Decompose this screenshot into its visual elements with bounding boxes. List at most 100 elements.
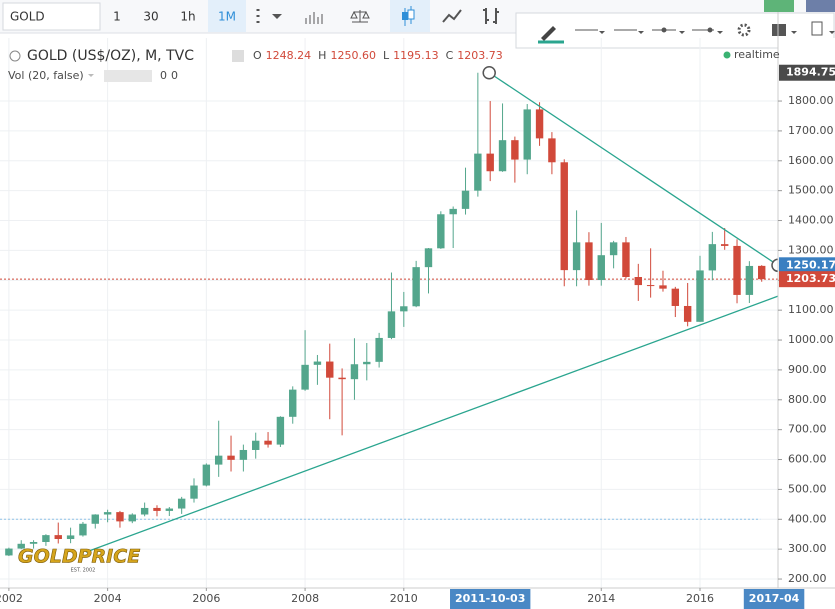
candle-body xyxy=(523,109,531,160)
candle-body xyxy=(350,364,359,380)
logo-name: GOLDPRICE xyxy=(18,546,140,568)
candle-body xyxy=(202,464,211,486)
price-marker xyxy=(779,64,835,81)
y-tick-label: 700.00 xyxy=(788,423,827,436)
candle-body xyxy=(42,535,50,542)
candle-body xyxy=(128,514,137,522)
interval[interactable]: 30 xyxy=(143,10,158,24)
ohlc-name: O xyxy=(253,49,262,62)
candle-body xyxy=(622,242,630,278)
ohlc-value: 1248.24 xyxy=(266,49,312,62)
candle-body xyxy=(461,190,470,209)
interval[interactable]: 1 xyxy=(113,10,121,24)
chart-title: GOLD (US$/OZ), M, TVC xyxy=(27,48,194,64)
trend-handle[interactable] xyxy=(482,65,496,80)
candle-body xyxy=(375,337,383,362)
candle-body xyxy=(400,306,408,312)
time-marker-label: 2011-10-03 xyxy=(455,592,525,605)
candle-body xyxy=(313,361,322,365)
status-dot xyxy=(723,51,731,59)
ohlc-value: 1250.60 xyxy=(330,49,376,62)
candle-body xyxy=(659,285,667,289)
candle-body xyxy=(474,153,482,191)
plot-area: 200.00 300.00 400.00 500.00 600.00 700.00 800.… xyxy=(0,12,835,609)
trend-line xyxy=(85,295,779,553)
candle-body xyxy=(449,208,457,215)
x-tick-label: 2008 xyxy=(291,592,319,605)
candle-body xyxy=(214,455,223,465)
candle-body xyxy=(363,361,371,365)
candle-body xyxy=(758,265,766,280)
candle-body xyxy=(720,244,729,246)
candle-body xyxy=(177,498,186,509)
ohlc-name: C xyxy=(446,49,454,62)
interval[interactable]: 1h xyxy=(180,10,195,24)
y-tick-label: 900.00 xyxy=(788,363,827,376)
candle-body xyxy=(733,245,741,295)
x-tick-label: 2002 xyxy=(0,592,23,605)
ohlc-legend: O 1248.24 H 1250.60 L 1195.13 C 1203.73 xyxy=(253,49,503,62)
volume-icons[interactable] xyxy=(104,70,152,82)
candle-body xyxy=(708,244,717,271)
candle-body xyxy=(153,507,161,511)
candle-body xyxy=(79,523,87,536)
y-tick-label: 200.00 xyxy=(788,572,827,585)
interval[interactable]: 1M xyxy=(218,10,236,24)
settings-icon[interactable] xyxy=(232,50,244,62)
time-axis xyxy=(0,588,835,609)
candle-body xyxy=(486,153,494,172)
ohlc-value: 1203.73 xyxy=(457,49,503,62)
social-button[interactable] xyxy=(806,0,835,12)
candle-body xyxy=(29,541,38,544)
y-tick-label: 800.00 xyxy=(788,393,827,406)
candle-body xyxy=(165,508,174,511)
y-tick-label: 1100.00 xyxy=(788,303,834,316)
snapshot-button[interactable] xyxy=(764,0,794,12)
y-tick-label: 400.00 xyxy=(788,512,827,525)
candle-body xyxy=(412,267,420,307)
candle-body xyxy=(54,535,62,540)
time-marker xyxy=(743,589,805,609)
interval-active[interactable] xyxy=(208,0,246,32)
candle-body xyxy=(276,416,285,445)
x-tick-label: 2016 xyxy=(686,592,714,605)
y-tick-label: 1300.00 xyxy=(788,243,834,256)
volume-menu[interactable] xyxy=(88,74,94,77)
price-marker xyxy=(779,257,835,274)
candle-body xyxy=(572,242,581,271)
candle-body xyxy=(5,548,13,556)
candle-body xyxy=(585,242,593,280)
drawing-icons xyxy=(538,21,835,44)
candle-body xyxy=(264,440,272,445)
candle-body xyxy=(116,512,124,522)
candle-body xyxy=(634,277,642,286)
y-tick-label: 1600.00 xyxy=(788,154,834,167)
x-tick-label: 2010 xyxy=(390,592,418,605)
symbol-input[interactable] xyxy=(2,2,101,31)
symbol-icon xyxy=(9,50,21,62)
logo-tagline: EST. 2002 xyxy=(71,568,96,574)
y-tick-label: 300.00 xyxy=(788,542,827,555)
price-marker-label: 1250.17 xyxy=(786,258,835,271)
candle-body xyxy=(326,361,334,378)
y-tick-label: 500.00 xyxy=(788,482,827,495)
y-tick-label: 1400.00 xyxy=(788,214,834,227)
price-marker-label: 1894.75 xyxy=(786,66,835,79)
x-tick-label: 2006 xyxy=(192,592,220,605)
symbol: GOLD xyxy=(10,10,45,24)
y-tick-label: 1000.00 xyxy=(788,333,834,346)
candle-body xyxy=(91,514,99,524)
candle-body xyxy=(597,255,605,280)
ohlc-name: H xyxy=(318,49,326,62)
toolbar-icons xyxy=(256,0,499,32)
candle-body xyxy=(103,512,112,515)
x-tick-label: 2004 xyxy=(94,592,122,605)
candle-body xyxy=(745,265,754,295)
ohlc-value: 1195.13 xyxy=(393,49,439,62)
candle-body xyxy=(511,140,519,160)
price-marker-label: 1203.73 xyxy=(786,272,835,285)
price-axis xyxy=(778,38,835,588)
candle-body xyxy=(66,535,75,540)
candle-body xyxy=(535,109,544,139)
